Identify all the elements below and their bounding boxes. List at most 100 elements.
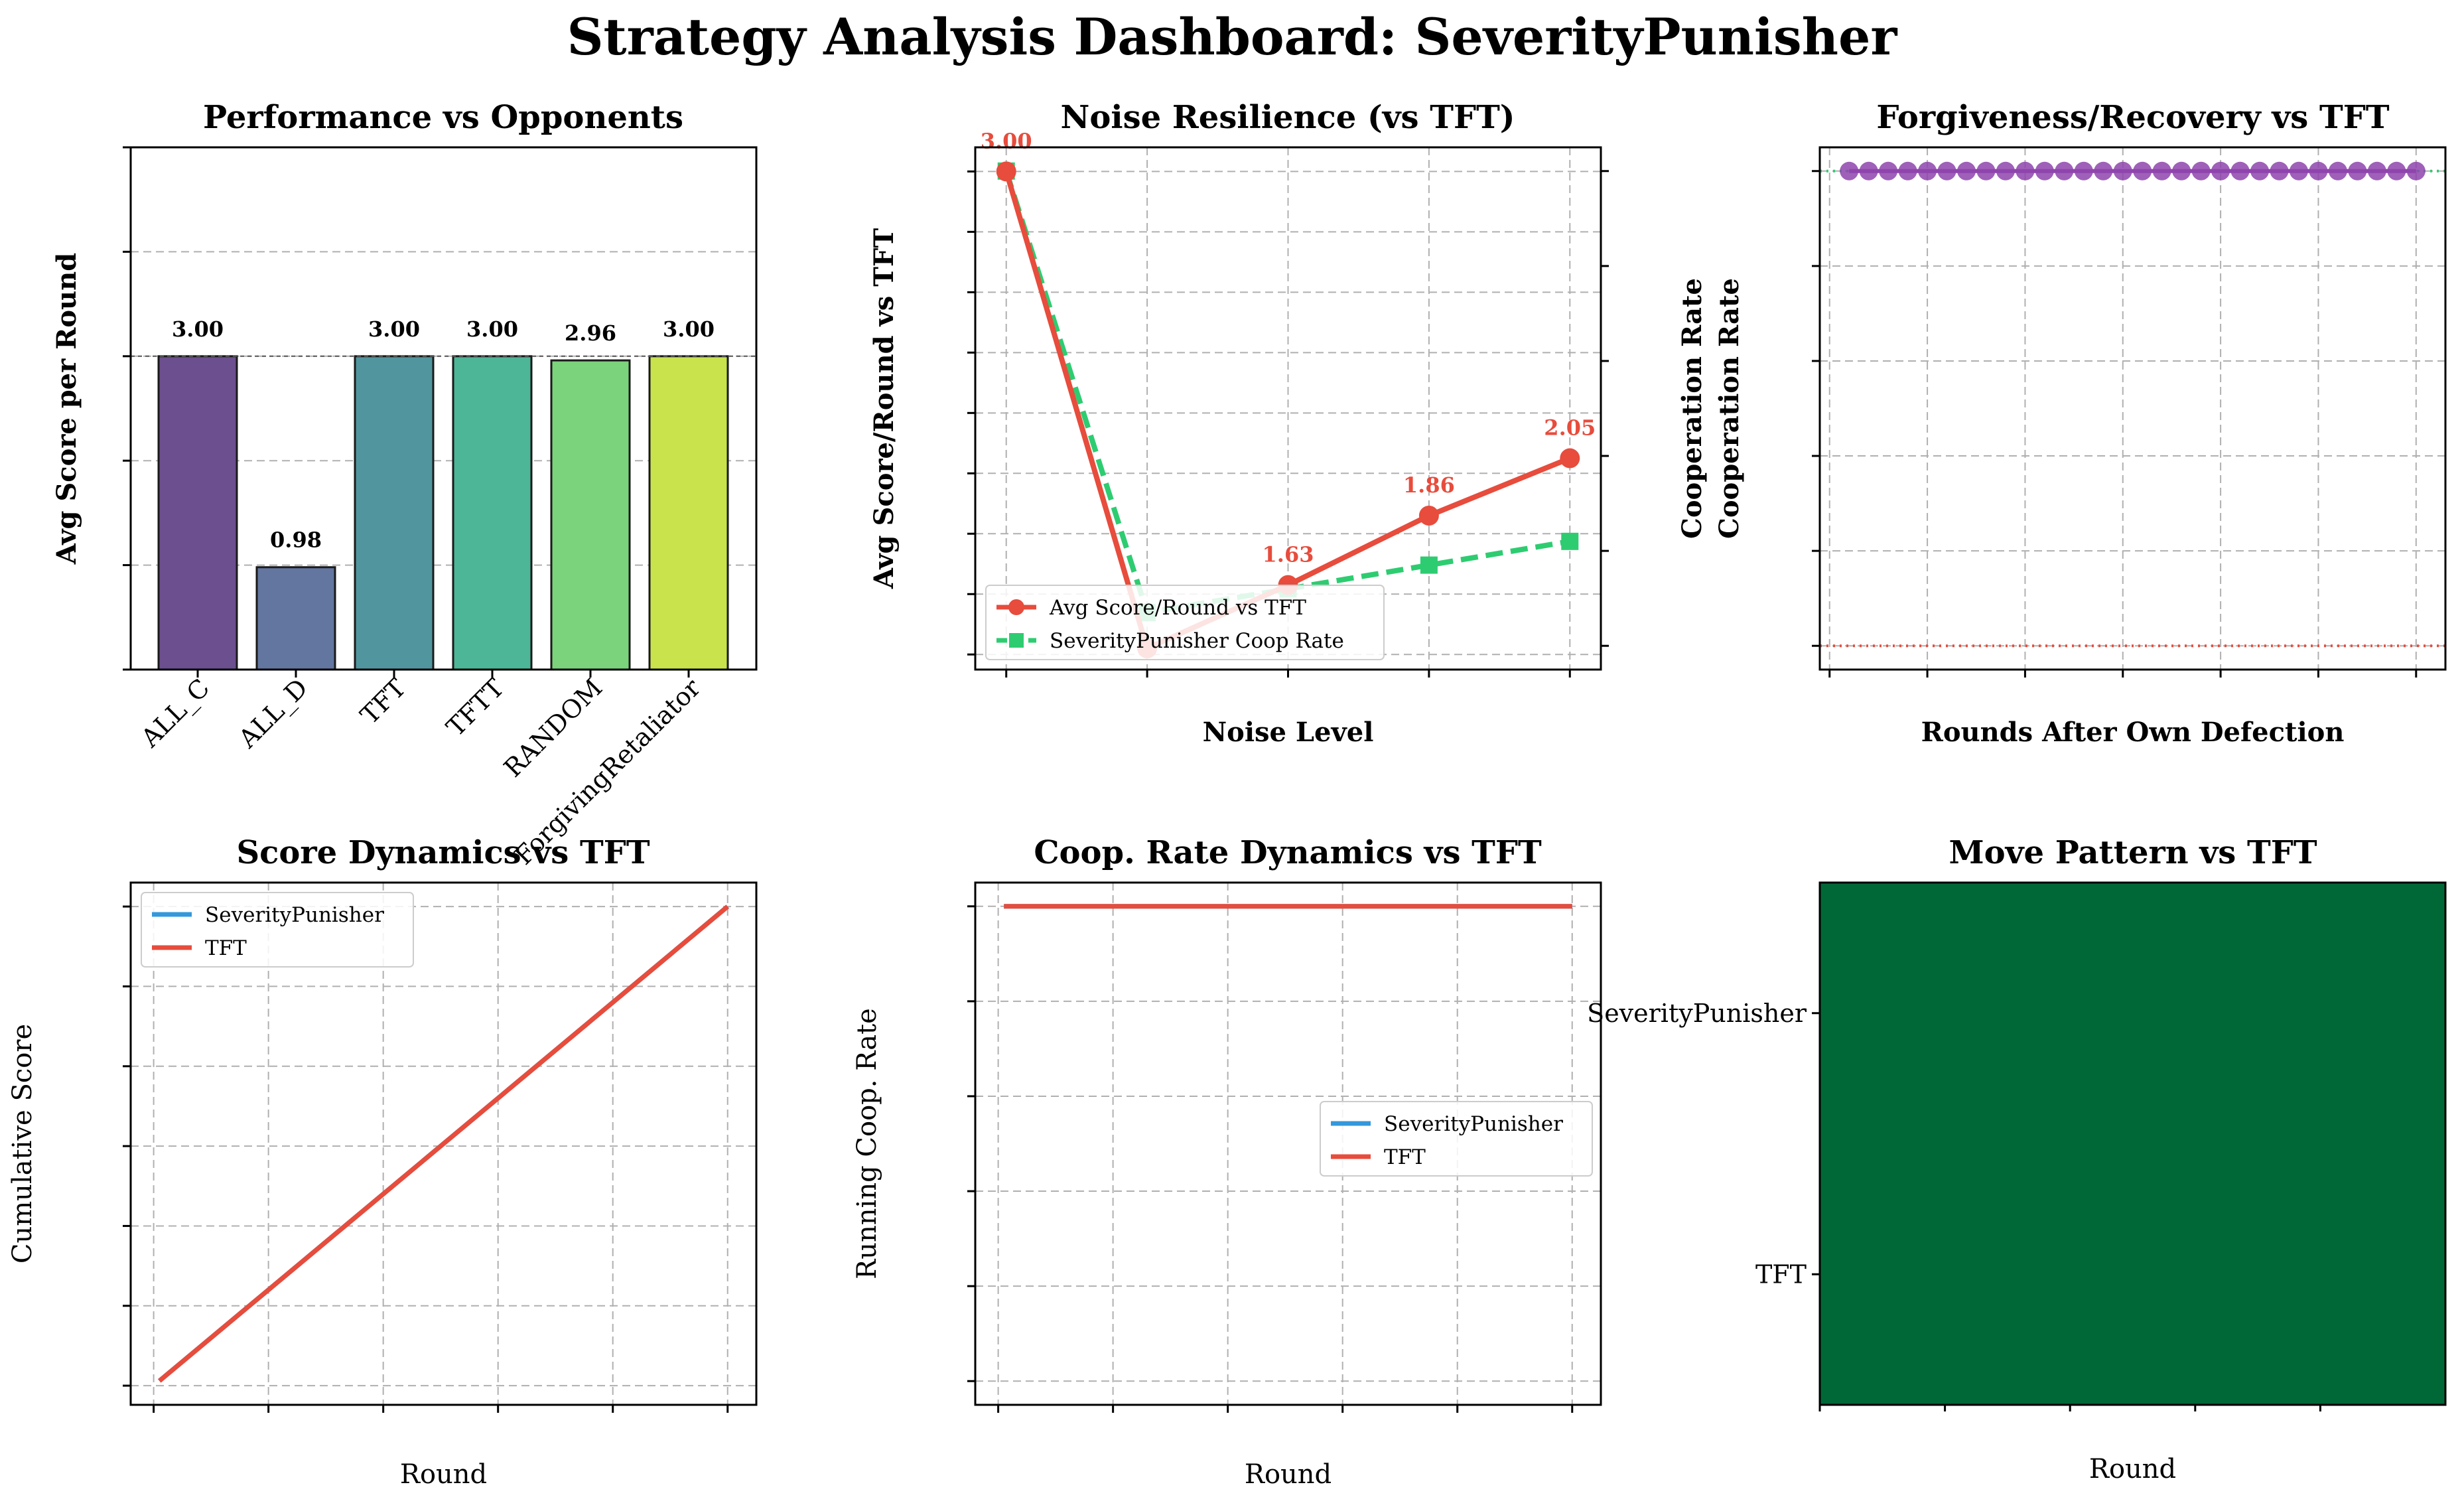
avg-score-label: 1.86	[1403, 472, 1455, 498]
noise-legend-box	[985, 585, 1385, 660]
forgive-point	[2309, 161, 2328, 180]
forgive-point	[2172, 161, 2191, 180]
forgive-xlabel: Rounds After Own Defection	[1921, 717, 2345, 748]
coopdyn-legend-label: TFT	[1384, 1145, 1426, 1169]
score-legend-box	[141, 892, 414, 968]
score-legend-label: TFT	[205, 936, 247, 960]
forgive-point	[2289, 161, 2308, 180]
bar-ForgivingRetaliator	[648, 355, 729, 671]
forgive-point	[1957, 161, 1976, 180]
figure-title: Strategy Analysis Dashboard: SeverityPun…	[567, 7, 1898, 66]
forgive-point	[1918, 161, 1937, 180]
perf-frame	[129, 146, 758, 671]
forgive-point	[2250, 161, 2270, 180]
forgive-point	[2094, 161, 2113, 180]
noise-xlabel: Noise Level	[1203, 717, 1374, 748]
bar-RANDOM	[550, 359, 631, 671]
panel-move-title: Move Pattern vs TFT	[1949, 834, 2317, 871]
panel-coop-dynamics: Coop. Rate Dynamics vs TFT Round Running …	[852, 834, 1602, 1490]
coopdyn-legend-box	[1320, 1101, 1593, 1177]
move-heatmap-cells	[1820, 883, 2445, 1405]
forgive-point	[2191, 161, 2211, 180]
coopdyn-ylabel: Running Coop. Rate	[852, 1008, 882, 1279]
move-xlabel: Round	[2089, 1454, 2176, 1484]
forgive-point	[2152, 161, 2171, 180]
category-label: TFTT	[441, 673, 510, 742]
forgive-point	[2035, 161, 2054, 180]
forgive-point	[2055, 161, 2074, 180]
forgive-point	[1840, 161, 1859, 180]
forgive-point	[2211, 161, 2230, 180]
bar-ALL_D	[255, 566, 336, 671]
bar-value-label: 3.00	[368, 317, 420, 342]
forgive-frame	[1818, 146, 2447, 671]
noise-ylabel-left: Avg Score/Round vs TFT	[868, 228, 900, 589]
panel-score-dynamics: Score Dynamics vs TFT Round Cumulative Sc…	[7, 834, 758, 1490]
panel-performance-title: Performance vs Opponents	[203, 99, 683, 136]
noise-frame	[974, 146, 1602, 671]
forgive-point	[2113, 161, 2132, 180]
coop-rate-point	[1420, 556, 1438, 574]
avg-score-point	[996, 161, 1016, 182]
category-label: ALL_C	[135, 673, 216, 754]
panel-score-title: Score Dynamics vs TFT	[236, 834, 650, 871]
coopdyn-frame	[974, 881, 1602, 1406]
noise-legend-marker-score	[1008, 599, 1024, 615]
forgive-point	[1976, 161, 1996, 180]
category-label: ALL_D	[232, 673, 314, 755]
panel-forgiveness: Forgiveness/Recovery vs TFT Rounds After…	[1714, 99, 2447, 748]
forgive-point	[2387, 161, 2406, 180]
avg-score-point	[1418, 505, 1439, 526]
score-legend-label: SeverityPunisher	[205, 903, 384, 927]
panel-noise-title: Noise Resilience (vs TFT)	[1060, 99, 1515, 136]
panel-move-pattern: Move Pattern vs TFT SeverityPunisher TFT R…	[1587, 834, 2447, 1484]
forgive-point	[2270, 161, 2289, 180]
perf-ylabel: Avg Score per Round	[51, 253, 82, 565]
forgive-point	[2074, 161, 2093, 180]
bar-value-label: 2.96	[565, 321, 616, 346]
avg-score-point	[1560, 448, 1580, 468]
forgive-point	[2133, 161, 2152, 180]
panel-coop-title: Coop. Rate Dynamics vs TFT	[1034, 834, 1542, 871]
forgive-point	[1859, 161, 1878, 180]
bar-value-label: 3.00	[663, 317, 715, 342]
forgive-point	[2367, 161, 2386, 180]
forgive-point	[2406, 161, 2426, 180]
move-frame	[1818, 881, 2447, 1406]
coopdyn-xlabel: Round	[1245, 1459, 1332, 1490]
bar-value-label: 3.00	[466, 317, 518, 342]
bar-value-label: 3.00	[172, 317, 224, 342]
score-ylabel: Cumulative Score	[7, 1024, 38, 1263]
forgive-ylabel: Cooperation Rate	[1714, 278, 1745, 539]
category-label: TFT	[355, 673, 412, 730]
panel-forgiveness-title: Forgiveness/Recovery vs TFT	[1876, 99, 2389, 136]
score-series-tft	[158, 904, 729, 1383]
score-frame	[129, 881, 758, 1406]
bar-value-label: 0.98	[270, 528, 322, 553]
panel-performance: Performance vs Opponents 3.00 ALL_C 0.98 AL…	[51, 99, 758, 871]
forgive-point	[2230, 161, 2250, 180]
avg-score-label: 1.63	[1263, 542, 1314, 567]
bar-ALL_C	[157, 355, 238, 671]
forgive-point	[2348, 161, 2367, 180]
noise-legend-label-score: Avg Score/Round vs TFT	[1049, 596, 1306, 620]
bar-TFTT	[452, 355, 533, 671]
noise-ylabel-right: Cooperation Rate	[1677, 278, 1708, 539]
forgive-point	[1996, 161, 2015, 180]
forgive-point	[1879, 161, 1898, 180]
bar-TFT	[354, 355, 435, 671]
noise-legend-marker-coop	[1009, 633, 1024, 648]
forgive-point	[2016, 161, 2035, 180]
panel-noise-resilience: Noise Resilience (vs TFT) 3.00 1.63 1.86 2.…	[868, 99, 1708, 748]
forgive-point	[2328, 161, 2347, 180]
forgive-point	[1898, 161, 1917, 180]
avg-score-label: 3.00	[981, 128, 1032, 153]
noise-legend-label-coop: SeverityPunisher Coop Rate	[1050, 629, 1344, 653]
score-xlabel: Round	[400, 1459, 487, 1490]
move-row-label: TFT	[1755, 1259, 1807, 1289]
move-row-label: SeverityPunisher	[1587, 999, 1807, 1028]
coopdyn-legend-label: SeverityPunisher	[1384, 1112, 1563, 1136]
avg-score-label: 2.05	[1544, 415, 1596, 441]
coop-rate-point	[1561, 532, 1579, 550]
